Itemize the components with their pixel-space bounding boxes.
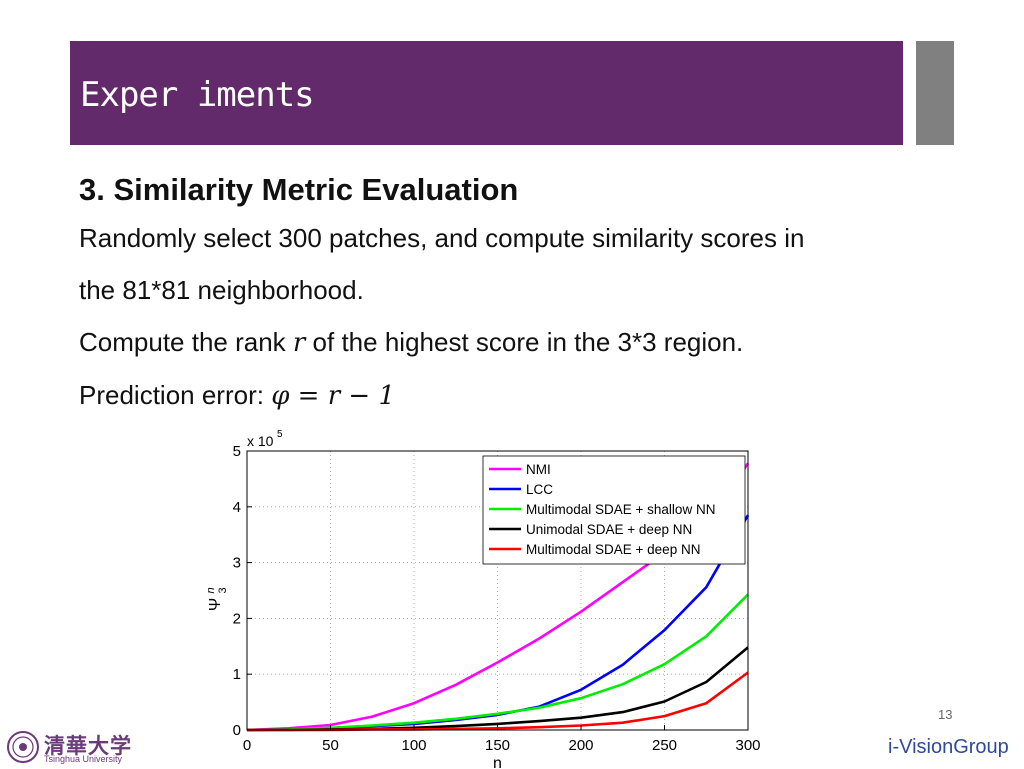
body-line-2: the 81*81 neighborhood. [79,275,364,305]
body-line-3-pre: Compute the rank [79,327,293,357]
x-tick-label: 250 [652,737,677,754]
prediction-error-formula: φ = r − 1 [271,381,395,411]
section-heading: 3. Similarity Metric Evaluation [79,172,519,207]
y-tick-label: 5 [233,443,241,460]
rank-variable: r [292,328,306,358]
y-tick-label: 4 [233,499,241,516]
x-tick-label: 300 [735,737,760,754]
legend-label-1: NMI [526,462,551,477]
body-line-1: Randomly select 300 patches, and compute… [79,223,805,253]
x-tick-label: 150 [485,737,510,754]
y-tick-label: 1 [233,666,241,683]
y-tick-label: 2 [233,610,241,627]
slide-title: Exper iments [80,75,315,115]
slide-content: 3. Similarity Metric Evaluation Randomly… [79,168,979,422]
body-line-3-post: of the highest score in the 3*3 region. [305,327,744,357]
logo-chinese-text: 清華大学 [44,733,132,758]
title-bar: Exper iments [70,41,903,145]
x-tick-label: 0 [243,737,251,754]
y-axis-label-superscript: n [205,587,217,593]
legend-label-2: LCC [526,482,553,497]
body-line-3: Compute the rank r of the highest score … [79,316,979,369]
y-multiplier-label: x 10 [247,433,274,449]
legend-label-4: Unimodal SDAE + deep NN [526,522,692,537]
footer-brand: i-VisionGroup [888,736,1009,758]
x-tick-label: 200 [568,737,593,754]
legend-box [482,455,746,565]
body-line-4: Prediction error: φ = r − 1 [79,369,979,422]
body-line-4-pre: Prediction error: [79,380,272,410]
y-axis-label-subscript: 3 [217,587,229,593]
y-axis-label-symbol: Ψ [207,598,224,611]
y-tick-label: 0 [233,722,241,739]
y-tick-label: 3 [233,555,241,572]
legend-label-5: Multimodal SDAE + deep NN [526,542,700,557]
university-logo: 清華大学 Tsinghua University [6,730,131,768]
page-number: 13 [938,707,953,722]
y-axis-label: Ψn 3 [205,587,229,611]
x-tick-label: 50 [322,737,339,754]
logo-english-text: Tsinghua University [44,754,123,764]
side-accent-bar [916,41,954,145]
x-tick-label: 100 [401,737,426,754]
x-axis-label: n [493,755,502,768]
legend-label-3: Multimodal SDAE + shallow NN [526,502,715,517]
y-multiplier-exponent: 5 [277,429,283,440]
university-seal-icon [7,731,39,763]
